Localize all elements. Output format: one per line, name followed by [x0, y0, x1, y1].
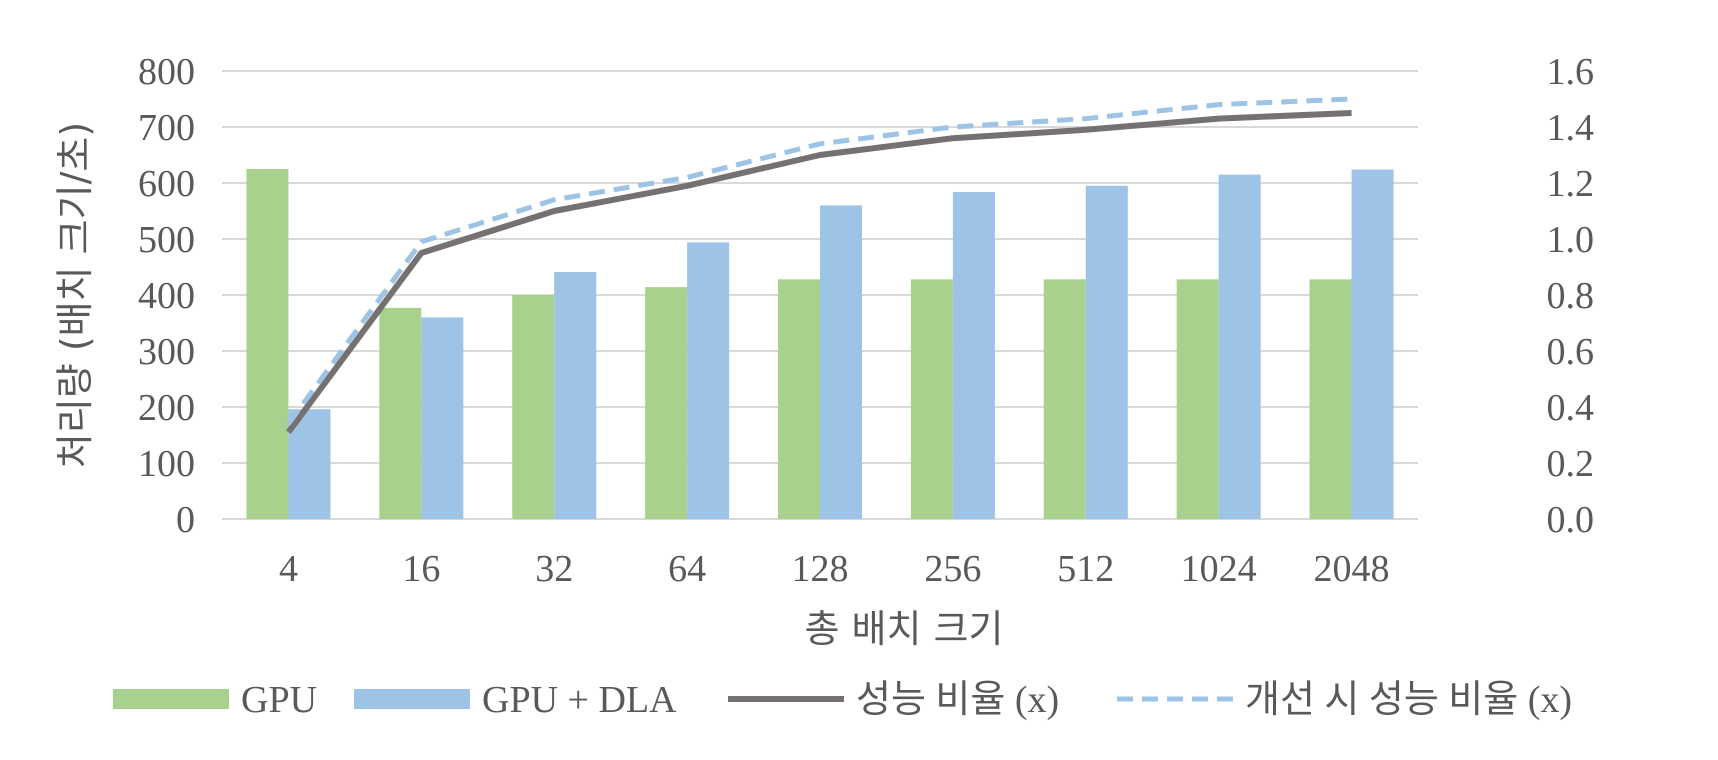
x-tick-label: 1024 [1181, 548, 1257, 590]
y-tick-label: 600 [138, 163, 195, 205]
bar-gpu-dla [554, 272, 597, 519]
bar-gpu [512, 295, 555, 519]
x-tick-label: 4 [279, 548, 298, 590]
ratio-line [286, 110, 1352, 434]
bar-gpu-dla [421, 317, 464, 519]
x-axis-ticks: 4 16 32 64 128 256 512 1024 2048 [279, 548, 1390, 590]
bar-gpu [645, 287, 688, 519]
x-tick-label: 16 [402, 548, 440, 590]
y2-tick-label: 0.6 [1547, 331, 1595, 373]
legend-improved-ratio: 개선 시 성능 비율 (x) [1117, 679, 1572, 721]
lines [286, 96, 1352, 434]
y-tick-label: 500 [138, 219, 195, 261]
y2-tick-label: 0.2 [1547, 443, 1595, 485]
legend-swatch [113, 689, 229, 709]
legend-label: GPU + DLA [482, 679, 677, 721]
legend-label: 개선 시 성능 비율 (x) [1245, 679, 1572, 721]
legend: GPU GPU + DLA 성능 비율 (x) 개선 시 성능 비율 (x) [113, 679, 1572, 721]
y2-tick-label: 1.0 [1547, 219, 1595, 261]
y2-tick-label: 1.2 [1547, 163, 1595, 205]
x-tick-label: 2048 [1314, 548, 1390, 590]
y2-tick-label: 0.0 [1547, 499, 1595, 541]
bar-gpu-dla [952, 191, 995, 519]
y-axis-title: 처리량 (배치 크기/초) [53, 122, 97, 468]
bar-gpu [1176, 279, 1219, 519]
y2-tick-label: 0.8 [1547, 275, 1595, 317]
x-tick-label: 256 [924, 548, 981, 590]
legend-ratio: 성능 비율 (x) [728, 679, 1059, 721]
legend-label: GPU [241, 679, 317, 721]
improved-ratio-line [286, 96, 1352, 426]
y-tick-label: 300 [138, 331, 195, 373]
bars [246, 169, 1394, 520]
bar-gpu [246, 169, 289, 519]
x-tick-label: 128 [792, 548, 849, 590]
x-tick-label: 32 [535, 548, 573, 590]
bar-gpu [379, 307, 422, 519]
legend-label: 성능 비율 (x) [856, 679, 1059, 721]
x-axis-title: 총 배치 크기 [805, 607, 1004, 651]
bar-gpu-dla [687, 242, 730, 520]
bar-gpu-dla [820, 205, 862, 519]
bar-gpu [910, 279, 953, 519]
y2-tick-label: 0.4 [1547, 387, 1595, 429]
y-tick-label: 700 [138, 107, 195, 149]
legend-gpu: GPU [113, 679, 317, 721]
bar-gpu-dla [1218, 174, 1261, 519]
bar-gpu [1043, 279, 1086, 519]
y-tick-label: 200 [138, 387, 195, 429]
x-tick-label: 512 [1057, 548, 1114, 590]
y-tick-label: 800 [138, 51, 195, 93]
y2-tick-label: 1.6 [1547, 51, 1595, 93]
bar-gpu-dla [1085, 185, 1128, 520]
bar-gpu [778, 279, 820, 519]
x-tick-label: 64 [668, 548, 706, 590]
bar-gpu [1309, 279, 1352, 519]
y-tick-label: 400 [138, 275, 195, 317]
y-tick-label: 0 [176, 499, 195, 541]
y-axis-ticks: 0 100 200 300 400 500 600 700 800 [138, 51, 195, 541]
y2-axis-ticks: 0.0 0.2 0.4 0.6 0.8 1.0 1.2 1.4 1.6 [1547, 51, 1595, 541]
bar-gpu-dla [1351, 169, 1394, 519]
y2-tick-label: 1.4 [1547, 107, 1595, 149]
legend-gpu-dla: GPU + DLA [354, 679, 677, 721]
legend-swatch [354, 689, 470, 709]
y-tick-label: 100 [138, 443, 195, 485]
